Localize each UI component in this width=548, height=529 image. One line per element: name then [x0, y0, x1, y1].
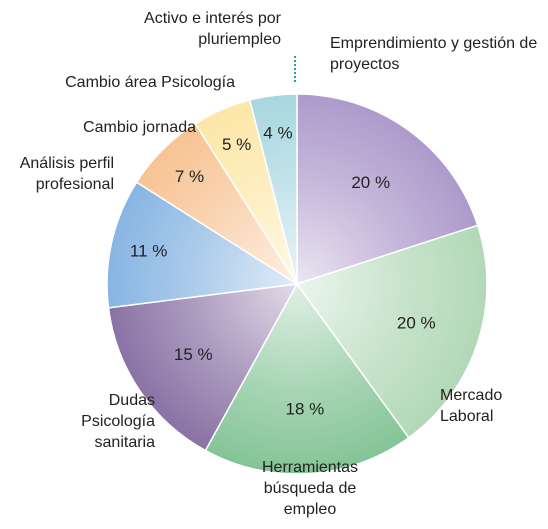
slice-label: Cambio jornada — [83, 119, 196, 136]
value-label: 7 % — [175, 167, 204, 186]
slice-label: Activo e interés por pluriempleo — [144, 10, 281, 48]
slice-label: Emprendimiento y gestión de proyectos — [330, 35, 538, 73]
value-label: 4 % — [263, 124, 292, 143]
value-label: 11 % — [130, 241, 168, 260]
slice-label: Dudas Psicología sanitaria — [81, 392, 155, 451]
value-label: 20 % — [397, 313, 436, 332]
value-label: 15 % — [174, 345, 213, 364]
slice-label: Herramientas búsqueda de empleo — [261, 459, 359, 518]
slice-label: Cambio área Psicología — [65, 74, 235, 91]
slice-label: Mercado Laboral — [440, 387, 503, 425]
value-label: 5 % — [222, 135, 251, 154]
value-label: 20 % — [351, 173, 390, 192]
slice-label: Análisis perfil profesional — [19, 155, 114, 193]
value-label: 18 % — [285, 400, 324, 419]
